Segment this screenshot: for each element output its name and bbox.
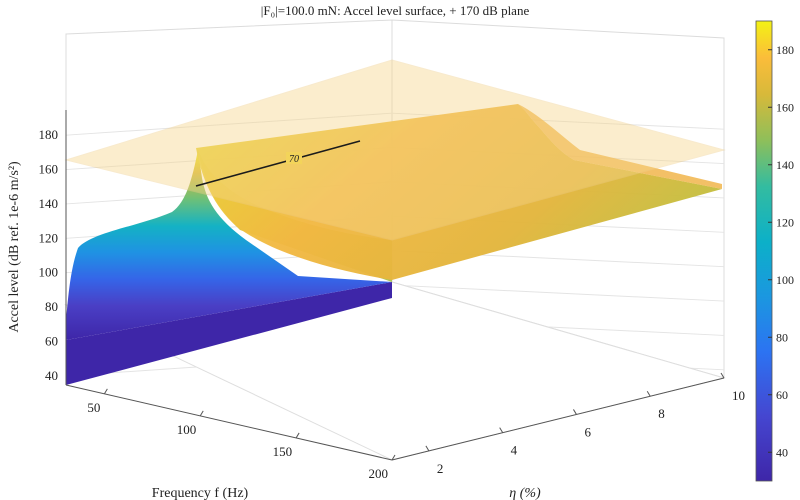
y-ticks: 2 4 6 8 10 — [425, 372, 745, 476]
contour-170: 70 — [195, 140, 361, 187]
z-ticks: 40 60 80 100 120 140 160 180 — [39, 127, 59, 383]
z-axis-label: Accel level (dB ref. 1e-6 m/s²) — [7, 161, 22, 333]
surface-ridge-right — [518, 104, 722, 189]
z-tick-label: 100 — [39, 265, 59, 280]
contour-label-bg — [286, 152, 302, 164]
axes — [65, 110, 725, 461]
y-tick-label: 6 — [584, 424, 591, 439]
y-tick-mark — [646, 390, 651, 397]
colorbar-tick-label: 80 — [776, 330, 788, 344]
z-tick-label: 180 — [39, 127, 59, 142]
grid-line-z-left — [65, 112, 393, 136]
z-tick-label: 140 — [39, 196, 59, 211]
x-axis-line — [65, 384, 393, 461]
surface-top-sheet — [196, 104, 722, 280]
x-tick-label: 200 — [369, 466, 389, 481]
y-tick-mark — [573, 409, 577, 415]
colorbar-tick-label: 60 — [776, 388, 788, 402]
colorbar-tick-label: 180 — [776, 43, 794, 57]
y-axis-label: η (%) — [509, 486, 541, 500]
colorbar-tick-label: 120 — [776, 215, 794, 229]
x-tick-mark — [391, 454, 396, 461]
y-tick-mark — [425, 445, 430, 452]
surface-front-base — [66, 282, 392, 385]
y-tick-label: 4 — [511, 443, 518, 458]
x-tick-label: 150 — [273, 444, 293, 459]
colorbar-tick-label: 40 — [776, 445, 788, 459]
y-tick-label: 8 — [658, 406, 665, 421]
z-tick-label: 160 — [39, 162, 59, 177]
x-tick-mark — [295, 432, 300, 439]
colorbar-tick-label: 100 — [776, 273, 794, 287]
colorbar-gradient — [755, 20, 773, 482]
x-axis-label: Frequency f (Hz) — [152, 486, 249, 500]
contour-line — [195, 140, 361, 187]
surface-front-body — [66, 150, 392, 340]
z-tick-label: 40 — [45, 368, 58, 383]
y-axis-line — [391, 377, 725, 461]
y-tick-label: 10 — [732, 388, 745, 403]
y-tick-mark — [720, 372, 725, 379]
contour-label: 70 — [289, 154, 299, 165]
colorbar: 40 60 80 100 120 140 160 180 — [755, 20, 794, 482]
z-tick-label: 80 — [45, 299, 58, 314]
z-tick-label: 60 — [45, 333, 58, 348]
x-ticks: 50 100 150 200 — [87, 388, 396, 481]
colorbar-tick-label: 140 — [776, 158, 794, 172]
plane-170db — [64, 59, 726, 241]
accel-surface — [66, 104, 722, 385]
chart-title: |F₀|=100.0 mN: Accel level surface, + 17… — [261, 3, 530, 18]
z-tick-label: 120 — [39, 230, 59, 245]
colorbar-ticks: 40 60 80 100 120 140 160 180 — [768, 43, 794, 459]
x-tick-label: 50 — [87, 400, 100, 415]
x-tick-mark — [199, 410, 204, 417]
grid-line-z-right — [391, 284, 725, 302]
y-tick-label: 2 — [437, 461, 444, 476]
x-tick-mark — [103, 388, 108, 395]
colorbar-tick-label: 160 — [776, 100, 794, 114]
y-tick-mark — [499, 427, 504, 433]
x-tick-label: 100 — [177, 422, 197, 437]
